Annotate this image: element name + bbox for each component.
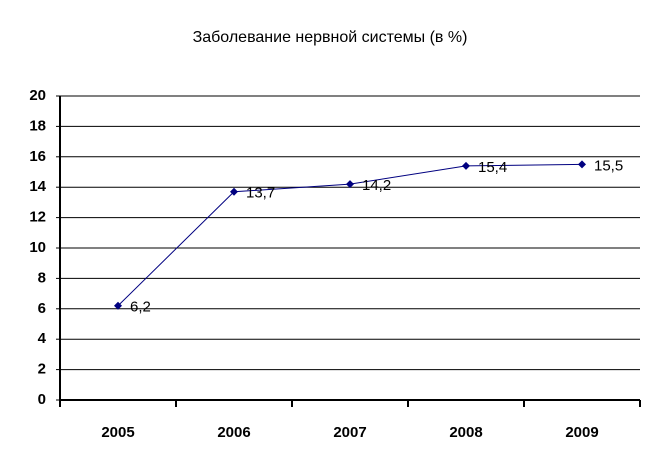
- y-tick-label: 20: [29, 87, 46, 104]
- y-tick-label: 2: [38, 361, 46, 378]
- y-tick-label: 16: [29, 148, 46, 165]
- x-tick-label: 2006: [217, 424, 250, 441]
- data-point: [462, 161, 470, 170]
- y-tick-label: 10: [29, 239, 46, 256]
- data-point: [578, 160, 586, 169]
- y-tick-label: 0: [38, 391, 46, 408]
- y-tick-label: 14: [29, 178, 46, 195]
- data-point: [230, 187, 238, 196]
- data-label: 15,5: [594, 157, 623, 174]
- x-tick-label: 2005: [101, 424, 134, 441]
- x-tick-label: 2009: [565, 424, 598, 441]
- y-tick-label: 18: [29, 117, 46, 134]
- data-point: [346, 180, 354, 189]
- data-point: [114, 301, 122, 310]
- data-label: 13,7: [246, 185, 275, 202]
- y-tick-label: 6: [38, 300, 46, 317]
- y-tick-label: 4: [38, 330, 47, 347]
- x-tick-label: 2008: [449, 424, 482, 441]
- data-label: 14,2: [362, 177, 391, 194]
- data-label: 15,4: [478, 159, 507, 176]
- y-tick-label: 8: [38, 269, 46, 286]
- chart-title: Заболевание нервной системы (в %): [193, 29, 468, 46]
- y-tick-label: 12: [29, 209, 46, 226]
- data-label: 6,2: [130, 299, 151, 316]
- x-tick-label: 2007: [333, 424, 366, 441]
